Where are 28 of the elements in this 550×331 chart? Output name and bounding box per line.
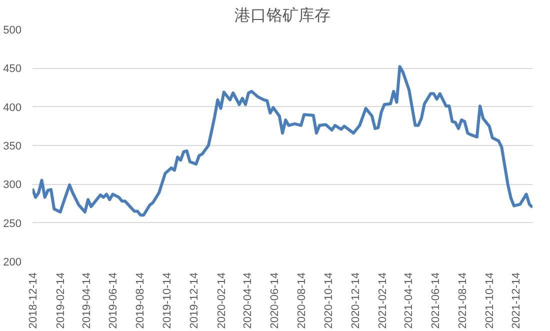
x-tick-label: 2020-02-14 xyxy=(216,272,228,329)
y-tick-label: 250 xyxy=(3,218,22,230)
x-tick-label: 2021-08-14 xyxy=(456,272,469,329)
x-tick-label: 2021-04-14 xyxy=(403,272,416,329)
x-tick-label: 2021-02-14 xyxy=(377,272,390,329)
y-tick-label: 500 xyxy=(3,24,22,36)
line-series xyxy=(32,65,532,217)
x-tick-label: 2019-12-14 xyxy=(188,272,200,329)
y-tick-label: 300 xyxy=(3,179,22,192)
x-tick-label: 2021-12-14 xyxy=(510,272,523,329)
x-tick-label: 2019-04-14 xyxy=(80,272,93,329)
x-tick-label: 2020-08-14 xyxy=(296,272,308,329)
x-tick-label: 2019-08-14 xyxy=(134,272,147,329)
y-tick-label: 450 xyxy=(3,63,22,76)
x-tick-label: 2019-06-14 xyxy=(108,272,120,329)
x-tick-label: 2021-06-14 xyxy=(430,272,442,329)
x-tick-label: 2020-10-14 xyxy=(322,272,335,329)
y-tick-label: 350 xyxy=(3,140,22,152)
y-tick-label: 200 xyxy=(3,256,22,268)
x-tick-label: 2020-04-14 xyxy=(242,272,254,329)
x-tick-label: 2018-12-14 xyxy=(28,272,40,329)
x-tick-label: 2021-10-14 xyxy=(484,272,496,329)
x-tick-label: 2020-12-14 xyxy=(350,272,362,329)
y-tick-label: 400 xyxy=(3,102,22,114)
x-tick-label: 2019-10-14 xyxy=(162,272,174,329)
x-tick-label: 2020-06-14 xyxy=(269,272,282,329)
x-tick-label: 2019-02-14 xyxy=(54,272,67,329)
chart-title: 港口铬矿库存 xyxy=(234,6,330,24)
